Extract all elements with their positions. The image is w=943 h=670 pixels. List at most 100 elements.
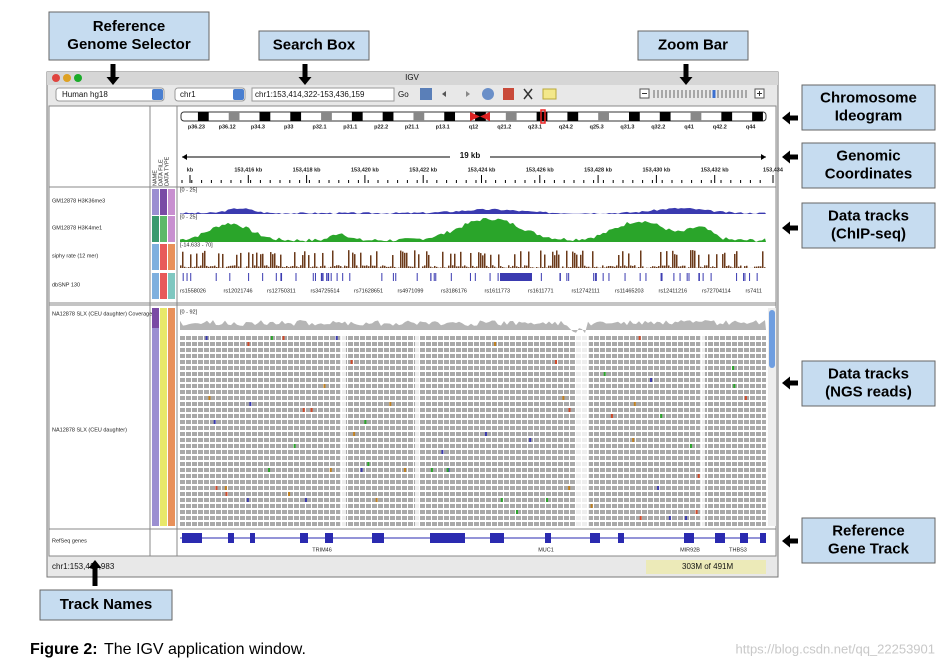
conservation-bar — [254, 265, 256, 268]
close-button[interactable] — [52, 74, 60, 82]
conservation-bar — [310, 267, 312, 268]
conservation-bar — [412, 267, 414, 268]
conservation-bar — [190, 254, 192, 268]
conservation-bar — [654, 266, 656, 268]
scroll-thumb[interactable] — [769, 310, 775, 368]
band-label: p13.1 — [436, 124, 450, 130]
mismatch — [501, 498, 503, 502]
ideogram-band — [567, 112, 578, 121]
refresh-button[interactable] — [482, 88, 494, 100]
conservation-bar — [470, 253, 472, 268]
mismatch — [249, 402, 251, 406]
gene-name: TRIM46 — [312, 547, 332, 553]
conservation-bar — [458, 266, 460, 268]
conservation-bar — [664, 266, 666, 268]
ideogram-band — [413, 112, 424, 121]
track-name: GM12878 H3K36me3 — [52, 198, 105, 204]
conservation-bar — [550, 266, 552, 268]
mismatch — [611, 414, 613, 418]
snp-label: rs7411 — [746, 288, 762, 294]
conservation-bar — [456, 266, 458, 268]
conservation-bar — [572, 252, 574, 268]
conservation-bar — [510, 267, 512, 268]
ruler-tick-label: 153,416 kb — [234, 167, 262, 173]
status-memory: 303M of 491M — [682, 562, 733, 571]
exon — [760, 533, 766, 543]
mismatch — [568, 486, 570, 490]
conservation-bar — [650, 267, 652, 268]
conservation-bar — [356, 265, 358, 268]
mismatch — [745, 396, 747, 400]
conservation-bar — [660, 252, 662, 268]
conservation-bar — [298, 267, 300, 268]
conservation-bar — [200, 266, 202, 268]
attribute-cell — [168, 216, 175, 242]
mismatch — [225, 486, 227, 490]
mismatch — [215, 486, 217, 490]
conservation-bar — [230, 266, 232, 268]
popup-button[interactable] — [543, 89, 556, 99]
mismatch — [208, 396, 210, 400]
conservation-bar — [620, 266, 622, 268]
snp-label: rs12021746 — [224, 288, 253, 294]
exon — [430, 533, 465, 543]
conservation-bar — [602, 265, 604, 268]
conservation-bar — [762, 251, 764, 268]
conservation-bar — [262, 254, 264, 268]
mismatch — [639, 336, 641, 340]
conservation-bar — [518, 267, 520, 268]
conservation-bar — [662, 266, 664, 268]
band-label: q25.3 — [590, 124, 604, 130]
callout-arrow — [782, 112, 798, 125]
mismatch — [569, 408, 571, 412]
conservation-bar — [516, 266, 518, 268]
mismatch — [226, 492, 228, 496]
conservation-bar — [760, 266, 762, 268]
conservation-bar — [580, 255, 582, 268]
conservation-bar — [628, 253, 630, 268]
conservation-bar — [414, 250, 416, 268]
mismatch — [698, 474, 700, 478]
band-label: p32.1 — [313, 124, 327, 130]
region-button[interactable] — [503, 88, 514, 100]
callout-text: Data tracks — [828, 365, 909, 382]
genome-value: Human hg18 — [62, 90, 108, 99]
home-button[interactable] — [420, 88, 432, 100]
conservation-bar — [364, 266, 366, 268]
conservation-bar — [670, 267, 672, 268]
conservation-bar — [480, 253, 482, 268]
conservation-bar — [744, 266, 746, 268]
exon — [372, 533, 384, 543]
conservation-bar — [346, 266, 348, 268]
conservation-bar — [206, 266, 208, 268]
snp-label: rs1558026 — [180, 288, 206, 294]
conservation-bar — [380, 267, 382, 268]
conservation-bar — [684, 266, 686, 268]
callout-text: Genomic — [836, 147, 900, 164]
zoom-button[interactable] — [74, 74, 82, 82]
callout-arrow — [782, 151, 798, 164]
conservation-bar — [676, 255, 678, 268]
conservation-bar — [286, 266, 288, 268]
band-label: p36.23 — [188, 124, 205, 130]
conservation-bar — [294, 252, 296, 268]
snp-label: rs11465203 — [615, 288, 644, 294]
attribute-cell — [152, 308, 159, 526]
band-label: p33 — [284, 124, 293, 130]
callout-text: Search Box — [273, 36, 356, 53]
conservation-bar — [522, 267, 524, 268]
conservation-bar — [568, 267, 570, 268]
conservation-bar — [634, 265, 636, 268]
minimize-button[interactable] — [63, 74, 71, 82]
conservation-bar — [754, 267, 756, 268]
conservation-bar — [280, 255, 282, 268]
go-button[interactable]: Go — [398, 90, 409, 99]
track-range: [0 - 25] — [180, 214, 198, 220]
conservation-bar — [638, 267, 640, 268]
conservation-bar — [432, 267, 434, 268]
conservation-bar — [256, 253, 258, 268]
conservation-bar — [208, 267, 210, 268]
conservation-bar — [610, 266, 612, 268]
conservation-bar — [678, 267, 680, 268]
exon — [590, 533, 600, 543]
